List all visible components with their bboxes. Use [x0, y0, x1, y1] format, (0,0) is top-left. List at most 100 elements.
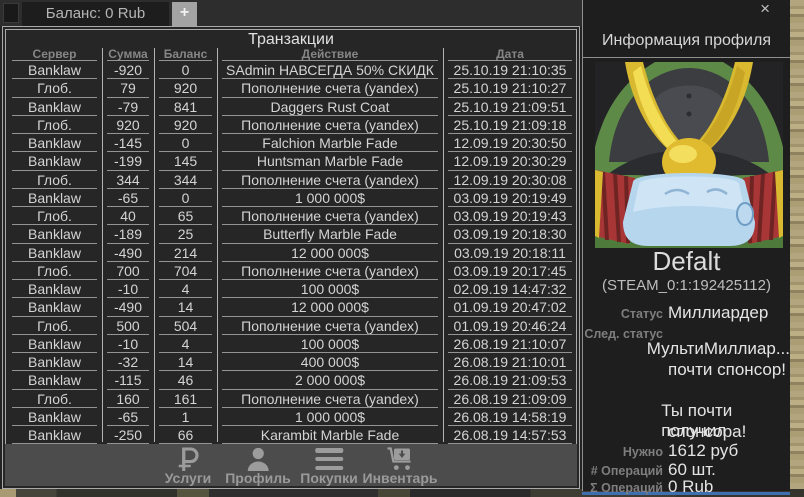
column-divider	[443, 48, 444, 443]
transaction-row: Banklaw -65 1 1 000 000$ 26.08.19 14:58:19	[7, 408, 575, 426]
cell-action: Karambit Marble Fade	[217, 426, 443, 445]
column-divider	[154, 48, 155, 443]
ops-sum-label: Σ Операций	[590, 481, 663, 495]
nav-label: Покупки	[300, 470, 358, 486]
cell-balance: 4	[154, 335, 217, 353]
column-header-action: Действие	[217, 48, 443, 61]
cell-server: Banklaw	[7, 98, 102, 116]
cell-balance: 4	[154, 280, 217, 299]
cell-date: 26.08.19 21:10:01	[443, 353, 577, 372]
cell-date: 03.09.19 20:18:11	[443, 244, 577, 262]
cell-amount: 920	[102, 116, 154, 134]
cell-balance: 1	[154, 408, 217, 426]
cell-amount: 79	[102, 79, 154, 98]
cell-balance: 25	[154, 225, 217, 244]
bottom-nav-bar: Услуги Профиль Покупки	[5, 444, 577, 486]
next-status-row: След. статус	[583, 323, 790, 341]
sponsor-text: спонсора!	[668, 422, 747, 441]
nav-item-purchases[interactable]: Покупки	[300, 446, 358, 486]
cell-balance: 65	[154, 207, 217, 226]
column-header-date: Дата	[443, 48, 577, 61]
transaction-row: Banklaw -490 214 12 000 000$ 03.09.19 20:18:…	[7, 244, 575, 262]
cell-action: Huntsman Marble Fade	[217, 152, 443, 171]
sponsor-text: Ты почти получил	[661, 401, 733, 440]
nav-item-services[interactable]: Услуги	[164, 446, 212, 486]
table-header-row: Сервер Сумма Баланс Действие Дата	[7, 48, 575, 61]
nav-item-profile[interactable]: Профиль	[225, 446, 291, 485]
cell-server: Глоб.	[7, 79, 102, 98]
ops-sum-value: 0 Rub	[668, 477, 714, 496]
close-icon[interactable]: ×	[760, 0, 770, 18]
transaction-row: Banklaw -145 0 Falchion Marble Fade 12.09.19…	[7, 134, 577, 153]
cell-action: Пополнение счета (yandex)	[217, 79, 443, 98]
cell-balance: 0	[154, 134, 217, 153]
status-label: Статус	[620, 307, 663, 321]
transaction-row: Banklaw -189 25 Butterfly Marble Fade 03.09.…	[7, 225, 577, 244]
cell-date: 26.08.19 14:57:53	[443, 426, 577, 445]
cell-balance: 0	[154, 189, 217, 207]
cell-amount: -32	[102, 353, 154, 372]
profile-panel: × Информация профиля	[582, 0, 790, 496]
transaction-row: Banklaw -920 0 SAdmin НАВСЕГДА 50% СКИДК 25.…	[7, 61, 577, 80]
cell-date: 02.09.19 14:47:32	[443, 280, 577, 299]
cell-date: 25.10.19 21:09:18	[443, 116, 577, 134]
cell-balance: 214	[154, 244, 217, 262]
transaction-row: Banklaw -490 14 12 000 000$ 01.09.19 20:47:0…	[7, 298, 575, 317]
cell-server: Глоб.	[7, 207, 102, 226]
cell-server: Banklaw	[7, 280, 102, 299]
cell-action: Пополнение счета (yandex)	[217, 116, 443, 134]
cell-balance: 704	[154, 262, 217, 280]
balance-tab[interactable]: Баланс: 0 Rub	[22, 2, 169, 26]
cell-action: 400 000$	[217, 353, 443, 372]
cell-action: 12 000 000$	[217, 298, 443, 317]
tab-corner-box	[3, 3, 19, 23]
cart-download-icon	[363, 446, 438, 472]
cell-action: Пополнение счета (yandex)	[217, 207, 443, 226]
cell-date: 03.09.19 20:19:49	[443, 189, 577, 207]
sponsor-line: спонсора!	[583, 422, 790, 442]
cell-action: Пополнение счета (yandex)	[217, 317, 443, 335]
profile-name: Defalt	[652, 246, 721, 276]
cell-server: Banklaw	[7, 189, 102, 207]
cell-balance: 344	[154, 171, 217, 189]
cell-date: 01.09.19 20:46:24	[443, 317, 577, 335]
cell-server: Banklaw	[7, 408, 102, 426]
cell-date: 03.09.19 20:18:30	[443, 225, 577, 244]
nav-item-inventory[interactable]: Инвентарь	[362, 446, 438, 486]
ops-count-value: 60 шт.	[668, 460, 716, 479]
transaction-row: Глоб. 160 161 Пополнение счета (yandex) 26.0…	[7, 390, 575, 408]
transactions-title: Транзакции	[248, 31, 334, 48]
transaction-row: Глоб. 79 920 Пополнение счета (yandex) 25.10…	[7, 79, 575, 98]
game-background-right-strip	[790, 0, 804, 497]
cell-server: Banklaw	[7, 353, 102, 372]
cell-date: 25.10.19 21:09:51	[443, 98, 577, 116]
cell-action: SAdmin НАВСЕГДА 50% СКИДК	[217, 61, 443, 80]
cell-action: 12 000 000$	[217, 244, 443, 262]
cell-server: Banklaw	[7, 134, 102, 153]
cell-action: Пополнение счета (yandex)	[217, 390, 443, 408]
cell-action: 1 000 000$	[217, 408, 443, 426]
transaction-row: Banklaw -115 46 2 000 000$ 26.08.19 21:09:53	[7, 371, 575, 390]
cell-date: 25.10.19 21:10:35	[443, 61, 577, 80]
status-row: Статус Миллиардер	[583, 303, 790, 323]
profile-panel-title: Информация профиля	[602, 32, 771, 49]
transaction-row: Banklaw -10 4 100 000$ 02.09.19 14:47:32	[7, 280, 577, 299]
transaction-row: Banklaw -199 145 Huntsman Marble Fade 12.09.…	[7, 152, 575, 171]
cell-balance: 66	[154, 426, 217, 445]
cell-balance: 14	[154, 298, 217, 317]
cell-action: 2 000 000$	[217, 371, 443, 390]
add-tab-button[interactable]: +	[172, 2, 197, 26]
cell-balance: 46	[154, 371, 217, 390]
cell-amount: -250	[102, 426, 154, 445]
nav-label: Инвентарь	[362, 470, 438, 486]
nav-label: Услуги	[164, 470, 212, 486]
cell-action: 1 000 000$	[217, 189, 443, 207]
cell-amount: -189	[102, 225, 154, 244]
cell-date: 12.09.19 20:30:50	[443, 134, 577, 153]
cell-balance: 841	[154, 98, 217, 116]
transaction-row: Глоб. 344 344 Пополнение счета (yandex) 12.0…	[7, 171, 575, 189]
cell-amount: 344	[102, 171, 154, 189]
cell-amount: -65	[102, 408, 154, 426]
transaction-row: Глоб. 920 920 Пополнение счета (yandex) 25.1…	[7, 116, 575, 134]
